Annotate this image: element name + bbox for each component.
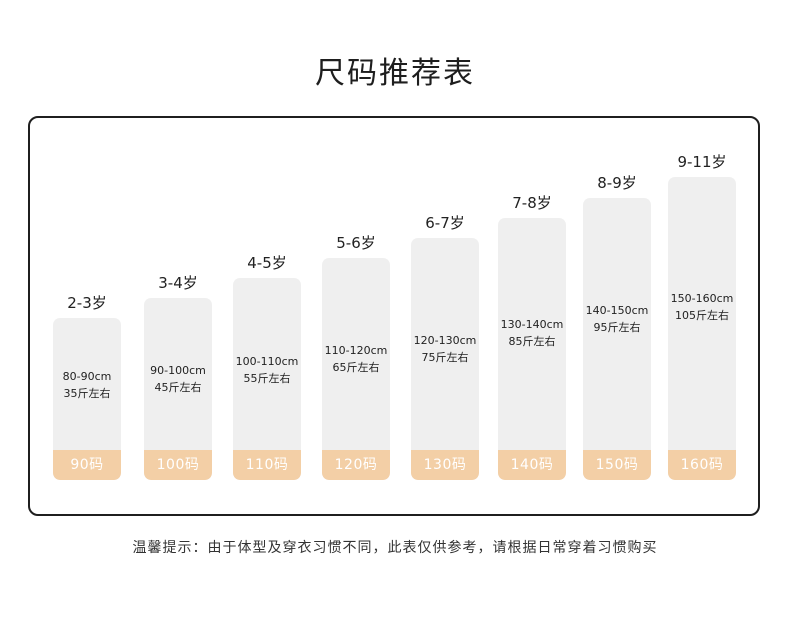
size-column: 9-11岁 150-160cm 105斤左右 160码: [668, 153, 736, 480]
bar-info: 140-150cm 95斤左右: [583, 302, 651, 336]
bar-info: 130-140cm 85斤左右: [498, 316, 566, 350]
height-range: 150-160cm: [670, 292, 734, 305]
height-range: 110-120cm: [324, 344, 388, 357]
size-badge: 120码: [322, 450, 390, 480]
size-badge: 140码: [498, 450, 566, 480]
weight-range: 95斤左右: [593, 321, 641, 334]
weight-range: 65斤左右: [332, 361, 380, 374]
size-chart-panel: 2-3岁 80-90cm 35斤左右 90码 3-4岁 90-100cm 45斤…: [28, 116, 760, 516]
age-label: 7-8岁: [512, 194, 552, 212]
age-label: 5-6岁: [336, 234, 376, 252]
size-bar: 80-90cm 35斤左右 90码: [53, 318, 121, 480]
size-badge: 110码: [233, 450, 301, 480]
size-column: 4-5岁 100-110cm 55斤左右 110码: [233, 254, 301, 480]
weight-range: 35斤左右: [63, 387, 111, 400]
size-column: 2-3岁 80-90cm 35斤左右 90码: [53, 294, 121, 480]
height-range: 130-140cm: [500, 318, 564, 331]
weight-range: 45斤左右: [154, 381, 202, 394]
bar-info: 80-90cm 35斤左右: [53, 368, 121, 402]
size-badge: 90码: [53, 450, 121, 480]
page-title: 尺码推荐表: [315, 56, 475, 91]
size-badge: 130码: [411, 450, 479, 480]
footnote: 温馨提示：由于体型及穿衣习惯不同，此表仅供参考，请根据日常穿着习惯购买: [132, 540, 658, 556]
bar-info: 150-160cm 105斤左右: [668, 290, 736, 324]
size-badge: 150码: [583, 450, 651, 480]
size-bar: 120-130cm 75斤左右 130码: [411, 238, 479, 480]
weight-range: 55斤左右: [243, 372, 291, 385]
weight-range: 105斤左右: [675, 309, 729, 322]
size-bar: 150-160cm 105斤左右 160码: [668, 177, 736, 480]
size-column: 5-6岁 110-120cm 65斤左右 120码: [322, 234, 390, 480]
age-label: 3-4岁: [158, 274, 198, 292]
size-column: 7-8岁 130-140cm 85斤左右 140码: [498, 194, 566, 480]
height-range: 90-100cm: [150, 364, 206, 377]
age-label: 8-9岁: [597, 174, 637, 192]
weight-range: 85斤左右: [508, 335, 556, 348]
size-bar: 110-120cm 65斤左右 120码: [322, 258, 390, 480]
size-column: 6-7岁 120-130cm 75斤左右 130码: [411, 214, 479, 480]
age-label: 4-5岁: [247, 254, 287, 272]
size-badge: 160码: [668, 450, 736, 480]
size-bar: 100-110cm 55斤左右 110码: [233, 278, 301, 480]
bar-info: 110-120cm 65斤左右: [322, 342, 390, 376]
height-range: 80-90cm: [62, 370, 112, 383]
size-bar: 130-140cm 85斤左右 140码: [498, 218, 566, 480]
size-bar: 140-150cm 95斤左右 150码: [583, 198, 651, 480]
bar-info: 90-100cm 45斤左右: [144, 362, 212, 396]
age-label: 6-7岁: [425, 214, 465, 232]
weight-range: 75斤左右: [421, 351, 469, 364]
height-range: 100-110cm: [235, 355, 299, 368]
age-label: 9-11岁: [677, 153, 727, 171]
height-range: 140-150cm: [585, 304, 649, 317]
size-column: 8-9岁 140-150cm 95斤左右 150码: [583, 174, 651, 480]
size-badge: 100码: [144, 450, 212, 480]
size-column: 3-4岁 90-100cm 45斤左右 100码: [144, 274, 212, 480]
bar-info: 120-130cm 75斤左右: [411, 332, 479, 366]
bar-info: 100-110cm 55斤左右: [233, 353, 301, 387]
size-bar: 90-100cm 45斤左右 100码: [144, 298, 212, 480]
age-label: 2-3岁: [67, 294, 107, 312]
height-range: 120-130cm: [413, 334, 477, 347]
